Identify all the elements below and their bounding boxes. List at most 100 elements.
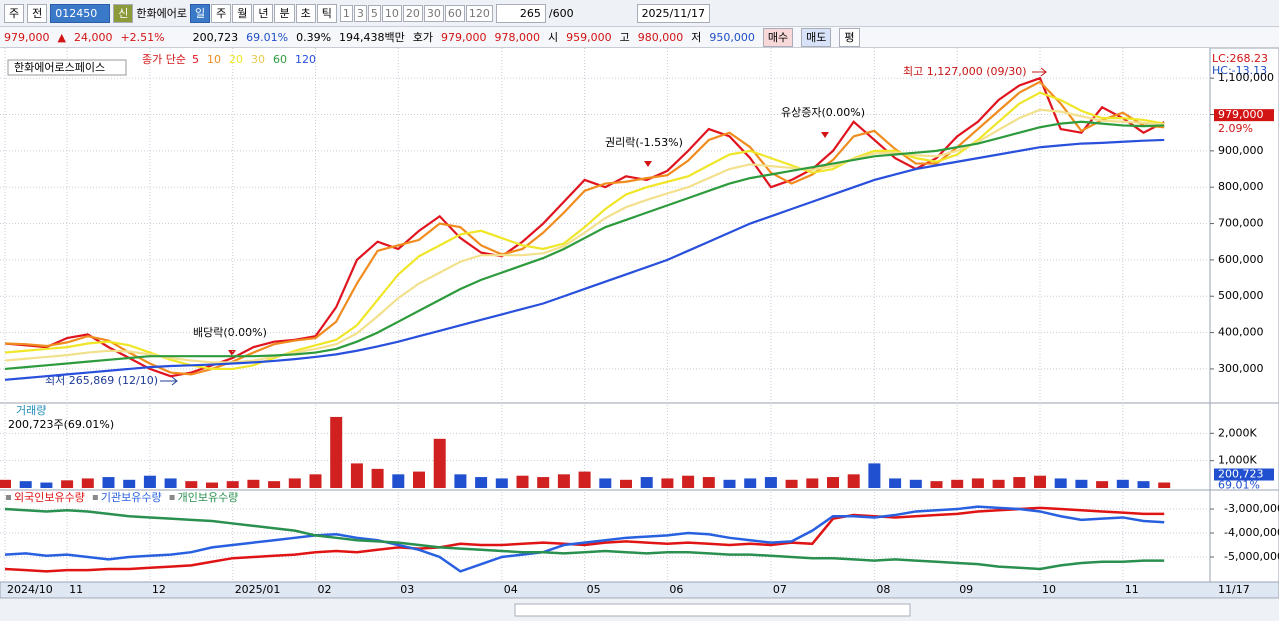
y-tick-label: 400,000 [1218,326,1264,339]
volume-bar [537,477,550,488]
legend-item: 개인보유수량 [178,491,239,504]
interval-group: 1 3 5 10 20 30 60 120 [339,4,493,22]
period-select[interactable]: 주 [4,3,25,23]
unit-button[interactable]: 일 [189,3,211,23]
volume-bar [185,481,198,488]
y-tick-label: 800,000 [1218,180,1264,193]
series-line [4,506,1165,573]
x-tick-label: 02 [318,583,332,596]
volume-bar [640,477,653,488]
volume-bar [599,478,612,488]
volume-bar [102,477,115,488]
price-tag [1214,109,1274,122]
interval-button[interactable]: 20 [402,4,423,22]
volume-tag [1214,468,1274,481]
volume-bar [288,478,301,488]
count-input[interactable]: 265 [495,3,546,23]
volume-bar [1054,478,1067,488]
y-tick-label: 900,000 [1218,144,1264,157]
volume-bar [0,479,11,488]
sell-button[interactable]: 매도 [801,27,832,47]
bid: 978,000 [494,30,541,44]
prev-button[interactable]: 전 [27,3,48,23]
volume-bar [40,482,53,488]
x-tick-label: 2025/01 [235,583,281,596]
volume-bar [309,474,322,488]
interval-button[interactable]: 1 [339,4,353,22]
volume-bar [1116,479,1129,488]
volume-bar [123,479,136,488]
legend-item: 10 [207,53,221,66]
volume-bar [806,478,819,488]
y-tick-label: 500,000 [1218,289,1264,302]
open: 959,000 [566,30,612,44]
volume-bar [951,479,964,488]
interval-button[interactable]: 3 [353,4,367,22]
x-tick-label: 11 [69,583,83,596]
x-tick-label: 04 [504,583,518,596]
interval-button[interactable]: 10 [381,4,402,22]
amount: 194,438백만 [339,31,405,44]
interval-button[interactable]: 5 [367,4,381,22]
unit-button[interactable]: 초 [295,3,316,23]
volume-bar [454,474,467,488]
hc-label: HC:-13.13 [1212,64,1267,77]
price: 979,000 [4,30,50,44]
volume-bar [827,477,839,488]
info-bar: 979,000 ▲ 24,000 +2.51% 200,723 69.01% 0… [0,27,1279,48]
x-tick-label: 07 [773,583,787,596]
lc-label: LC:268.23 [1212,52,1268,65]
volume-bar [1096,481,1109,488]
turnover: 0.39% [296,30,332,44]
background [0,48,1279,621]
buy-button[interactable]: 매수 [762,27,794,47]
x-tick-label: 12 [152,583,166,596]
volume-bar [1013,477,1026,488]
y-tick-label: 2,000K [1218,426,1257,439]
series-line [4,120,1165,371]
unit-button[interactable]: 분 [274,3,295,23]
volume-bar [143,475,156,488]
open-label: 시 [548,31,559,44]
volume-bar [226,481,239,488]
interval-button[interactable]: 60 [444,4,465,22]
volume-title: 거래량 [16,404,46,417]
x-tick-label: 11 [1125,583,1139,596]
unit-button[interactable]: 틱 [316,3,337,23]
unit-button[interactable]: 월 [232,3,253,23]
date-axis [0,581,1279,599]
volume-bar [1158,482,1171,488]
series-line [4,507,1165,571]
volume-bar [206,482,218,488]
x-tick-label: 09 [959,583,973,596]
avg-button[interactable]: 평 [839,27,860,47]
unit-button[interactable]: 주 [211,3,232,23]
volume-bar [785,479,798,488]
legend-item: 외국인보유수량 [14,491,85,504]
chart-title: 한화에어로스페이스 [14,61,105,74]
volume-bar [1075,479,1088,488]
date-input[interactable]: 2025/11/17 [636,3,710,23]
interval-button[interactable]: 120 [465,4,493,22]
arrow [228,350,236,356]
interval-button[interactable]: 30 [423,4,444,22]
code-input[interactable]: 012450 [50,3,111,23]
volume-bar [495,478,508,488]
unit-button[interactable]: 년 [253,3,274,23]
volume-bar [889,478,902,488]
volume-bar [557,474,570,488]
arrow [644,161,652,167]
arrow [821,132,829,138]
price-tag-label: 979,000 [1218,108,1264,121]
scroll-thumb[interactable] [514,603,911,617]
volume-bar [164,478,177,488]
annotation: 유상증자(0.00%) [781,106,865,119]
volume-bar [992,479,1005,488]
high-label: 고 [619,31,630,44]
series-line [4,505,1165,573]
chart-area: 한화에어로스페이스 종가 단순 LC:268.23 HC:-13.13 최고 1… [0,48,1279,621]
volume-bar [909,479,922,488]
volume-bar [868,463,881,488]
